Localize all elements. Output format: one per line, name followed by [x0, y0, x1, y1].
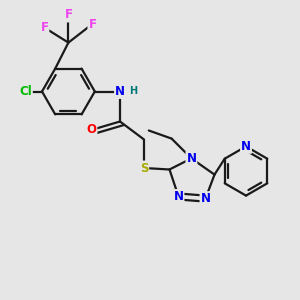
Text: H: H [129, 86, 137, 96]
Text: N: N [186, 152, 197, 165]
Text: N: N [173, 190, 184, 203]
Text: F: F [64, 8, 72, 22]
Text: N: N [200, 192, 211, 205]
Text: Cl: Cl [19, 85, 32, 98]
Text: S: S [140, 161, 148, 175]
Text: O: O [86, 123, 97, 136]
Text: F: F [40, 21, 48, 34]
Text: N: N [115, 85, 125, 98]
Text: F: F [88, 17, 96, 31]
Text: N: N [241, 140, 251, 153]
